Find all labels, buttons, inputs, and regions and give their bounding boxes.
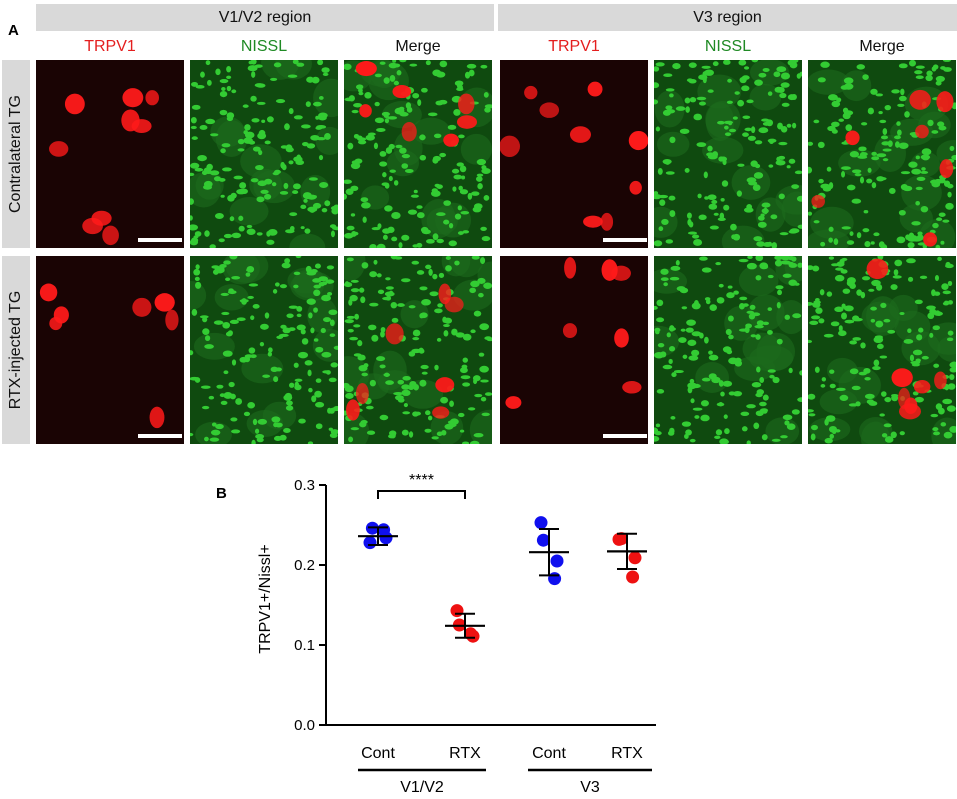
region-header-v3: V3 region: [498, 4, 957, 31]
y-tick-label: 0.3: [294, 477, 315, 494]
data-point: [363, 536, 377, 550]
data-point: [548, 572, 562, 586]
data-point: [450, 604, 464, 618]
y-tick-label: 0.0: [294, 717, 315, 734]
micrograph-merge: [808, 60, 956, 248]
group-label: V3: [580, 779, 600, 796]
column-label-trpv1: TRPV1: [84, 38, 136, 55]
x-tick-label: Cont: [361, 745, 395, 762]
data-point: [628, 551, 642, 565]
y-tick-label: 0.1: [294, 637, 315, 654]
micrograph-nissl: [654, 60, 802, 248]
micrograph-trpv1: [500, 256, 648, 444]
panel-b-label: B: [216, 485, 227, 502]
column-label-nissl: NISSL: [240, 38, 288, 55]
micrograph-nissl: [190, 60, 338, 248]
data-point: [614, 532, 628, 546]
group-label: V1/V2: [400, 779, 444, 796]
region-header-v1v2: V1/V2 region: [36, 4, 494, 31]
y-axis-label: TRPV1+/Nissl+: [257, 544, 274, 653]
micrograph-merge: [344, 256, 492, 444]
significance-label: ****: [409, 472, 434, 489]
y-tick-label: 0.2: [294, 557, 315, 574]
x-tick-label: RTX: [611, 745, 643, 762]
x-tick-label: RTX: [449, 745, 481, 762]
row-label-contralateral: Contralateral TG: [2, 60, 30, 248]
column-label-nissl: NISSL: [704, 38, 752, 55]
scale-bar: [603, 238, 647, 242]
column-label-trpv1: TRPV1: [548, 38, 600, 55]
column-label-merge: Merge: [395, 38, 441, 55]
column-label-merge: Merge: [859, 38, 905, 55]
data-point: [550, 554, 564, 568]
scale-bar: [138, 238, 182, 242]
panel-a-label: A: [8, 22, 19, 39]
x-tick-label: Cont: [532, 745, 566, 762]
micrograph-merge: [808, 256, 956, 444]
micrograph-trpv1: [500, 60, 648, 248]
micrograph-merge: [344, 60, 492, 248]
micrograph-trpv1: [36, 60, 184, 248]
data-point: [377, 523, 391, 537]
row-label-rtx-injected: RTX-injected TG: [2, 256, 30, 444]
data-point: [626, 570, 640, 584]
data-point: [534, 516, 548, 530]
data-point: [536, 533, 550, 547]
micrograph-nissl: [654, 256, 802, 444]
significance-bracket: [377, 490, 466, 499]
micrograph-trpv1: [36, 256, 184, 444]
scale-bar: [138, 434, 182, 438]
scale-bar: [603, 434, 647, 438]
micrograph-nissl: [190, 256, 338, 444]
